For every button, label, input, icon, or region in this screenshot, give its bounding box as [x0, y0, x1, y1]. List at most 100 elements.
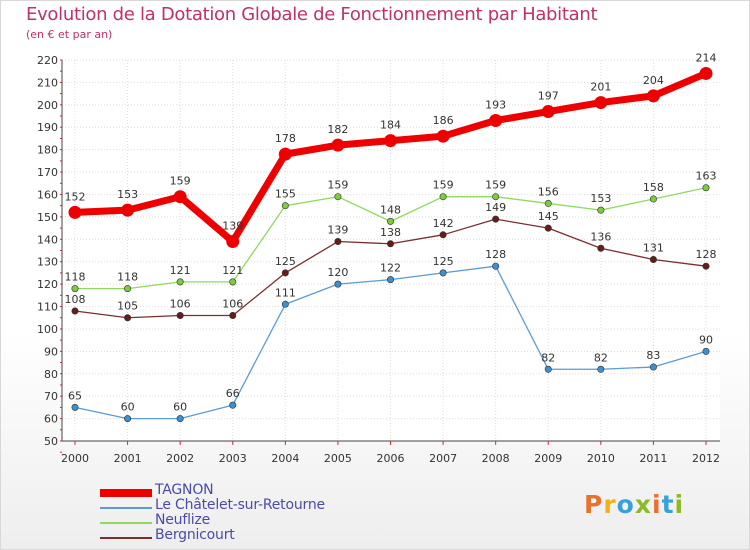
data-label: 139 [327, 224, 348, 237]
data-label: 128 [485, 248, 506, 261]
data-label: 138 [380, 226, 401, 239]
data-label: 60 [121, 401, 135, 414]
data-label: 145 [538, 210, 559, 223]
y-tick-label: 80 [44, 368, 58, 381]
data-label: 159 [485, 179, 506, 192]
data-label: 153 [590, 192, 611, 205]
data-point [386, 276, 394, 284]
y-tick-label: 190 [37, 121, 58, 134]
data-label: 182 [327, 123, 348, 136]
data-point [281, 269, 289, 277]
data-label: 148 [380, 203, 401, 216]
y-tick-label: 160 [37, 188, 58, 201]
data-label: 159 [170, 175, 191, 188]
data-point [281, 202, 289, 210]
data-point [71, 403, 79, 411]
logo-letter: i [674, 490, 685, 519]
y-tick-label: 90 [44, 345, 58, 358]
data-point [124, 314, 132, 322]
x-tick-label: 2008 [482, 452, 510, 465]
data-point [176, 278, 184, 286]
data-label: 193 [485, 99, 506, 112]
data-point [334, 238, 342, 246]
data-point [331, 138, 345, 152]
data-label: 82 [541, 351, 555, 364]
data-point [492, 193, 500, 201]
data-point [594, 96, 608, 110]
data-point [68, 205, 82, 219]
legend-swatch [100, 537, 152, 539]
legend-swatch [100, 507, 152, 509]
legend-swatch [100, 522, 152, 524]
data-label: 149 [485, 201, 506, 214]
data-point [492, 262, 500, 270]
data-label: 111 [275, 286, 296, 299]
legend-label: Neuflize [155, 512, 211, 528]
y-tick-label: 70 [44, 390, 58, 403]
logo-letter: P [584, 490, 604, 519]
y-tick-label: 60 [44, 413, 58, 426]
data-point [71, 285, 79, 293]
y-tick-label: 140 [37, 233, 58, 246]
logo-letter: x [634, 490, 652, 519]
data-point [597, 244, 605, 252]
data-point [649, 195, 657, 203]
y-tick-label: 50 [44, 435, 58, 448]
data-point [226, 235, 240, 249]
data-point [229, 311, 237, 319]
data-point [278, 147, 292, 161]
data-point [386, 217, 394, 225]
data-point [176, 415, 184, 423]
data-label: 159 [433, 179, 454, 192]
x-tick-label: 2011 [639, 452, 667, 465]
data-label: 118 [117, 271, 138, 284]
data-point [544, 365, 552, 373]
data-point [544, 224, 552, 232]
legend-label: TAGNON [155, 482, 214, 498]
data-label: 214 [696, 51, 717, 64]
data-label: 65 [68, 389, 82, 402]
data-label: 118 [65, 271, 86, 284]
legend-label: Bergnicourt [155, 527, 235, 543]
data-point [436, 129, 450, 143]
y-tick-label: 210 [37, 76, 58, 89]
data-point [702, 347, 710, 355]
data-label: 128 [696, 248, 717, 261]
logo-letter: o [616, 490, 635, 519]
data-point [541, 105, 555, 119]
y-tick-label: 110 [37, 301, 58, 314]
data-label: 204 [643, 74, 664, 87]
data-point [597, 365, 605, 373]
x-tick-label: 2006 [377, 452, 405, 465]
x-tick-label: 2005 [324, 452, 352, 465]
data-point [597, 206, 605, 214]
data-point [492, 215, 500, 223]
data-label: 158 [643, 181, 664, 194]
data-label: 153 [117, 188, 138, 201]
data-label: 121 [170, 264, 191, 277]
data-label: 156 [538, 185, 559, 198]
y-tick-label: 170 [37, 166, 58, 179]
data-point [124, 285, 132, 293]
data-label: 82 [594, 351, 608, 364]
data-point [229, 278, 237, 286]
data-label: 136 [590, 230, 611, 243]
x-tick-label: 2009 [534, 452, 562, 465]
x-tick-label: 2002 [166, 452, 194, 465]
data-point [121, 203, 135, 217]
legend-swatch [100, 489, 152, 497]
data-point [334, 193, 342, 201]
data-label: 105 [117, 300, 138, 313]
data-label: 60 [173, 401, 187, 414]
data-label: 108 [65, 293, 86, 306]
logo-letter: t [661, 490, 675, 519]
data-label: 201 [590, 81, 611, 94]
data-label: 106 [170, 297, 191, 310]
data-point [702, 262, 710, 270]
data-point [229, 401, 237, 409]
data-label: 197 [538, 90, 559, 103]
data-point [384, 134, 397, 148]
data-label: 66 [226, 387, 240, 400]
data-label: 106 [222, 297, 243, 310]
